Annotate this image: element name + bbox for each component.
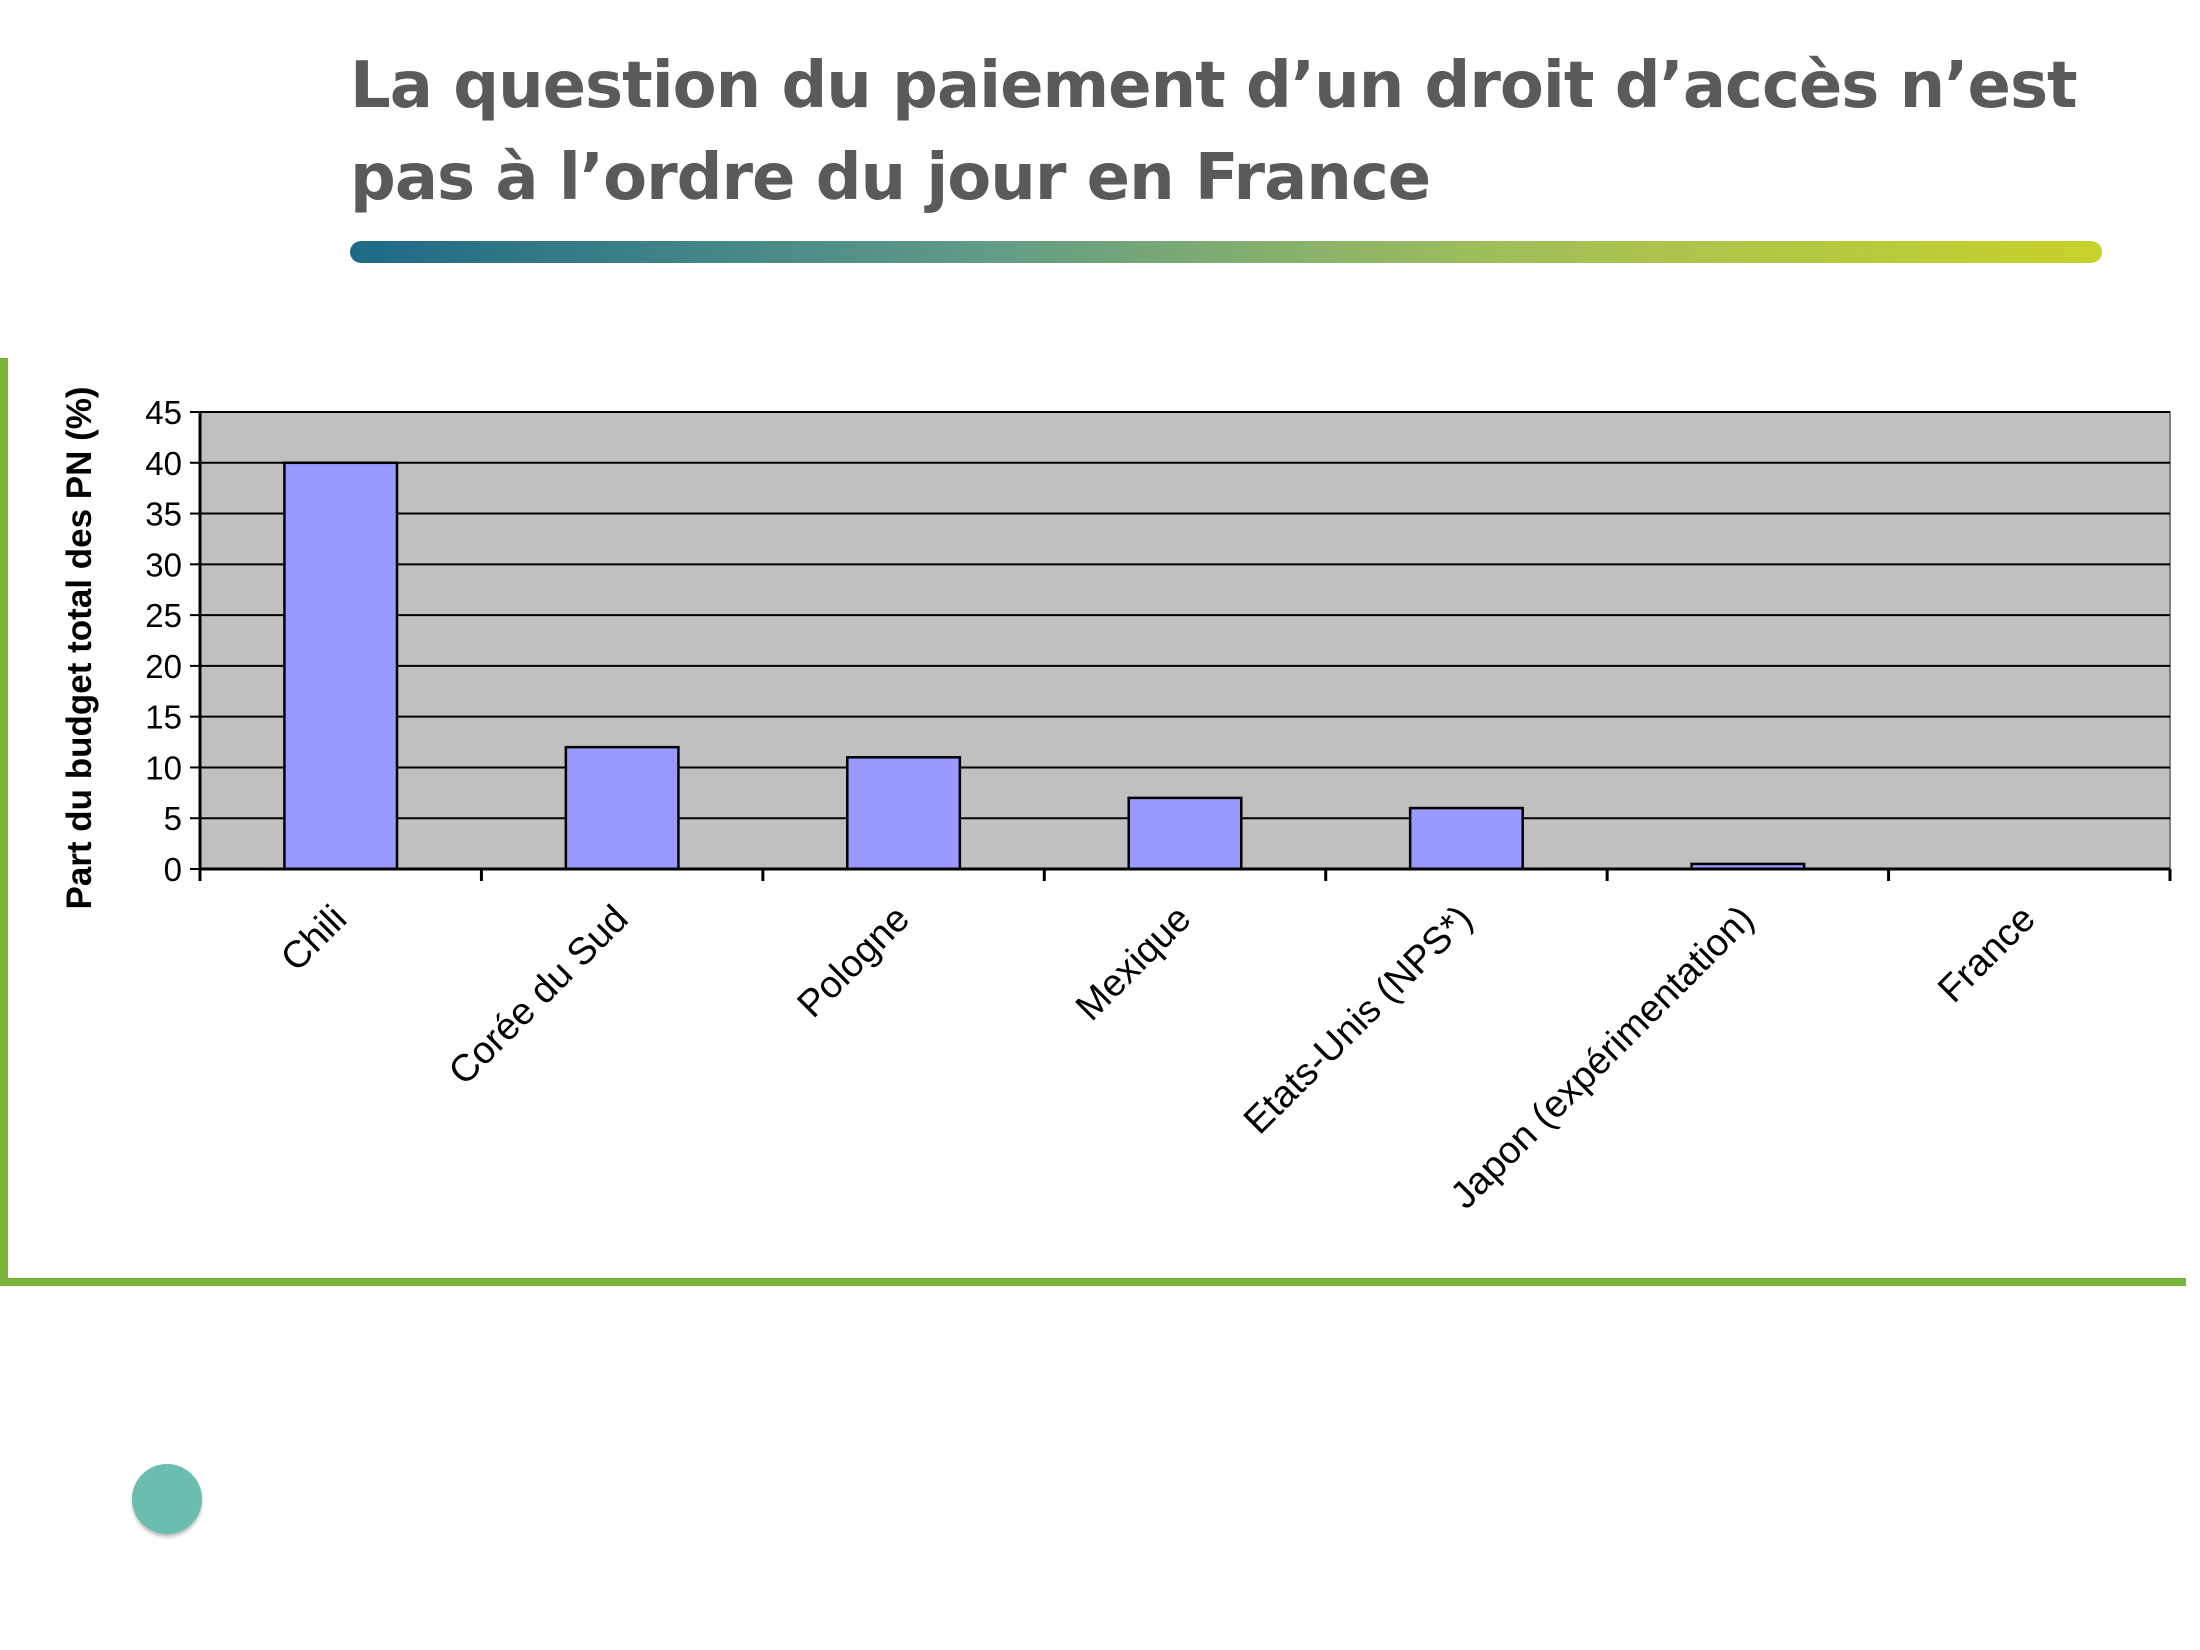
bar: [1408, 806, 1524, 871]
y-axis-title: Part du budget total des PN (%): [60, 386, 99, 909]
x-tick-label: France: [1930, 898, 2043, 1011]
x-tick-label: Mexique: [1068, 898, 1199, 1029]
y-tick-label: 15: [145, 699, 182, 736]
y-tick-label: 35: [145, 496, 182, 533]
y-tick-label: 30: [145, 546, 182, 583]
x-tick-label: Pologne: [790, 898, 918, 1026]
frame-bottom-border: [0, 1278, 2186, 1286]
x-tick-label: Corée du Sud: [441, 898, 637, 1094]
y-tick-label: 45: [145, 394, 182, 431]
bar: [283, 461, 399, 871]
x-tick-label: Etats-Unis (NPS*): [1236, 898, 1481, 1143]
title-underline: [350, 241, 2102, 263]
x-tick-label: Japon (expérimentation): [1443, 898, 1762, 1217]
x-tick-label: Chili: [273, 898, 355, 980]
slide-title: La question du paiement d’un droit d’acc…: [350, 49, 2078, 215]
bar: [1127, 796, 1243, 871]
y-tick-label: 25: [145, 597, 182, 634]
y-tick-label: 40: [145, 445, 182, 482]
y-tick-label: 20: [145, 648, 182, 685]
y-tick-label: 0: [164, 851, 182, 888]
frame-left-border: [0, 358, 8, 1286]
y-tick-label: 10: [145, 749, 182, 786]
bar: [846, 756, 962, 871]
y-tick-label: 5: [164, 800, 182, 837]
bullet-dot: [132, 1464, 202, 1534]
bar: [564, 745, 680, 871]
